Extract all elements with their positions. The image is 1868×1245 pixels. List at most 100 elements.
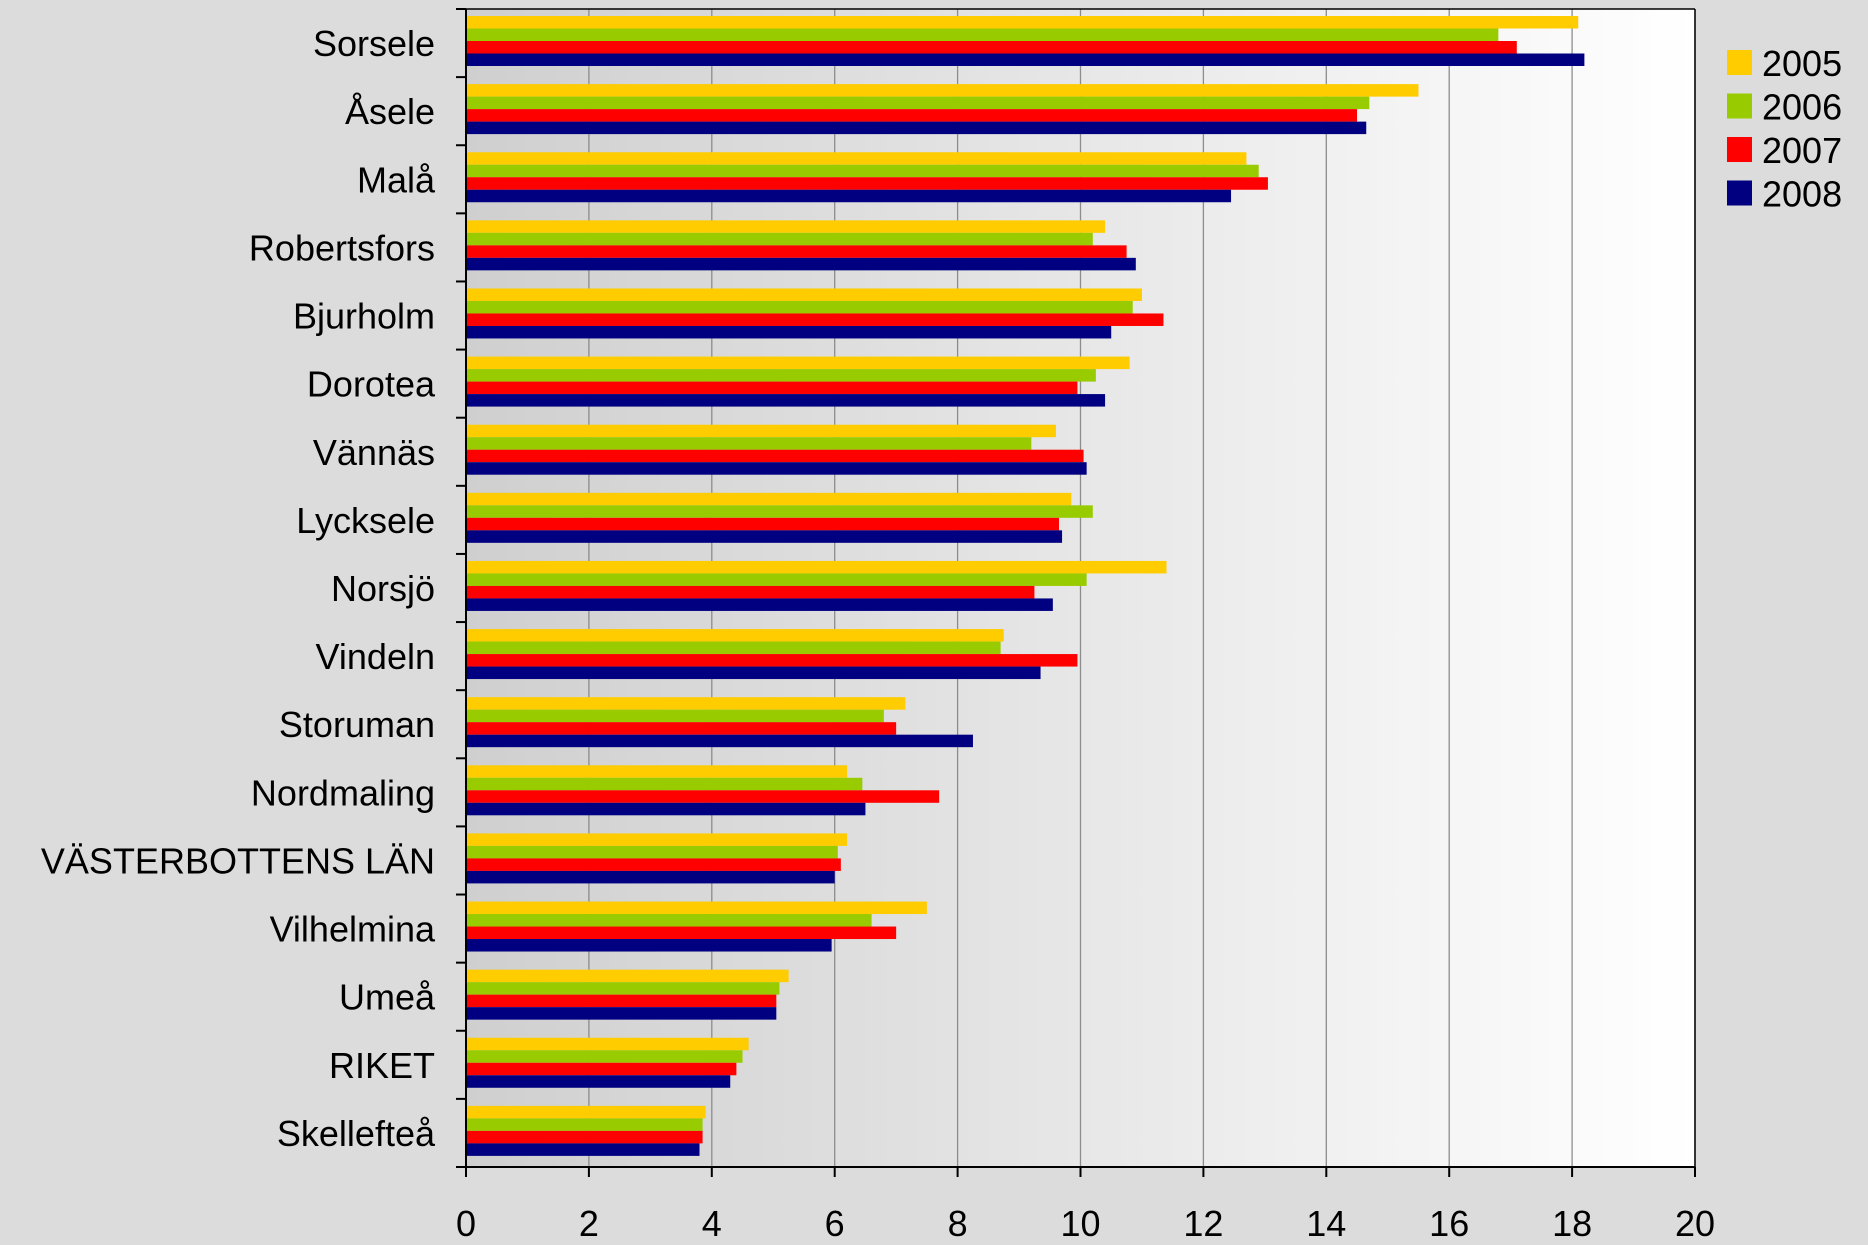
bar [466, 598, 1053, 611]
bar [466, 765, 847, 778]
bar [466, 982, 780, 995]
bar [466, 1037, 749, 1051]
bar [466, 697, 906, 710]
bar [466, 1007, 777, 1020]
bar [466, 1105, 706, 1119]
bar [466, 777, 863, 791]
bar [466, 666, 1041, 680]
x-tick-label: 4 [702, 1203, 722, 1240]
legend-swatch [1727, 50, 1752, 75]
bar [466, 1075, 731, 1088]
category-label: Robertsfors [249, 227, 435, 268]
bar [466, 654, 1078, 667]
bar [466, 517, 1059, 531]
bar [466, 28, 1499, 41]
x-tick-label: 18 [1552, 1203, 1592, 1240]
bar [466, 870, 835, 884]
bar [466, 394, 1106, 407]
bar [466, 449, 1084, 463]
bar [466, 257, 1136, 271]
bar [466, 245, 1127, 258]
bar [466, 16, 1579, 29]
x-tick-label: 14 [1306, 1203, 1346, 1240]
category-label: Storuman [279, 704, 435, 745]
bar [466, 914, 872, 927]
bar [466, 845, 838, 859]
bar [466, 84, 1419, 97]
bar [466, 1062, 737, 1076]
bar [466, 790, 940, 803]
x-tick-label: 8 [948, 1203, 968, 1240]
bar [466, 722, 897, 735]
legend-swatch [1727, 137, 1752, 162]
bar [466, 462, 1087, 475]
x-tick-label: 6 [825, 1203, 845, 1240]
bar [466, 288, 1142, 301]
bar [466, 121, 1367, 135]
bar [466, 381, 1078, 395]
bar [466, 530, 1063, 543]
x-tick-label: 12 [1183, 1203, 1223, 1240]
legend-swatch [1727, 93, 1752, 119]
bar [466, 325, 1112, 339]
bar [466, 53, 1585, 66]
bar [466, 505, 1093, 518]
bar [466, 585, 1035, 599]
category-label: Sorsele [313, 23, 435, 64]
category-label: Vännäs [313, 432, 435, 473]
bar [466, 177, 1268, 190]
category-label: RIKET [329, 1045, 435, 1086]
bar [466, 300, 1133, 314]
category-label: Lycksele [296, 500, 435, 541]
legend-label: 2005 [1762, 43, 1842, 84]
legend-label: 2008 [1762, 174, 1842, 215]
bar [466, 437, 1032, 450]
bar [466, 220, 1106, 233]
bar [466, 641, 1001, 655]
bar [466, 901, 927, 915]
bar [466, 41, 1517, 54]
bar [466, 492, 1072, 506]
category-label: Skellefteå [277, 1113, 436, 1154]
bar [466, 232, 1093, 246]
category-label: Nordmaling [251, 772, 435, 813]
x-tick-label: 16 [1429, 1203, 1469, 1240]
legend-label: 2006 [1762, 87, 1842, 128]
bar [466, 96, 1370, 110]
bar [466, 833, 847, 846]
bar [466, 152, 1247, 165]
category-label: Vindeln [316, 636, 435, 677]
bar [466, 802, 866, 816]
bar [466, 1050, 743, 1063]
bar [466, 969, 789, 983]
bar [466, 369, 1096, 382]
bar [466, 734, 973, 748]
bar [466, 109, 1358, 122]
bar [466, 1130, 703, 1144]
x-tick-label: 20 [1675, 1203, 1715, 1240]
bar [466, 926, 897, 940]
bar [466, 709, 884, 723]
bar [466, 313, 1164, 326]
bar [466, 1143, 700, 1156]
category-label: Umeå [339, 977, 436, 1018]
bar [466, 560, 1167, 574]
category-label: Dorotea [307, 364, 436, 405]
x-tick-label: 2 [579, 1203, 599, 1240]
legend-label: 2007 [1762, 130, 1842, 171]
bar [466, 629, 1004, 642]
bar [466, 189, 1232, 203]
category-label: Malå [357, 159, 436, 200]
x-tick-label: 0 [456, 1203, 476, 1240]
category-label: Vilhelmina [270, 909, 436, 950]
category-label: Bjurholm [293, 296, 435, 337]
bar [466, 939, 832, 952]
bar [466, 164, 1259, 178]
x-tick-label: 10 [1060, 1203, 1100, 1240]
bar [466, 356, 1130, 370]
category-label: Norsjö [331, 568, 435, 609]
bar [466, 424, 1056, 438]
bar [466, 994, 777, 1008]
